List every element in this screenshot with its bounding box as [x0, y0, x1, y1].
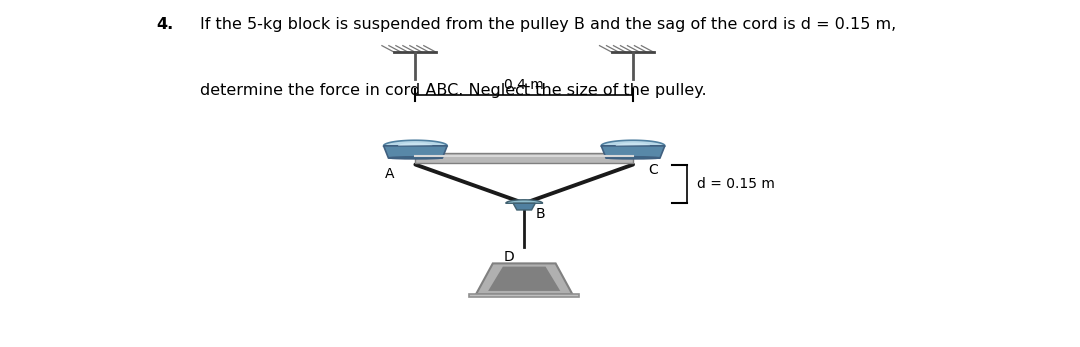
Polygon shape	[416, 153, 633, 163]
Text: d = 0.15 m: d = 0.15 m	[698, 177, 775, 191]
Text: 0.4 m: 0.4 m	[504, 78, 544, 92]
Polygon shape	[602, 140, 665, 146]
Text: 4.: 4.	[157, 17, 174, 32]
Text: C: C	[648, 163, 658, 177]
Polygon shape	[616, 143, 650, 146]
Polygon shape	[470, 294, 579, 297]
Ellipse shape	[606, 157, 660, 159]
Polygon shape	[397, 143, 432, 146]
Ellipse shape	[389, 157, 443, 159]
Polygon shape	[513, 203, 536, 210]
Text: B: B	[536, 207, 545, 221]
Text: A: A	[384, 167, 394, 181]
Polygon shape	[488, 266, 561, 291]
Text: determine the force in cord ABC. Neglect the size of the pulley.: determine the force in cord ABC. Neglect…	[200, 83, 706, 98]
Polygon shape	[383, 140, 447, 146]
Polygon shape	[476, 263, 572, 294]
Polygon shape	[602, 146, 665, 158]
Text: If the 5-kg block is suspended from the pulley B and the sag of the cord is d = : If the 5-kg block is suspended from the …	[200, 17, 896, 32]
Polygon shape	[383, 146, 447, 158]
Text: D: D	[503, 250, 514, 264]
Polygon shape	[505, 200, 542, 203]
